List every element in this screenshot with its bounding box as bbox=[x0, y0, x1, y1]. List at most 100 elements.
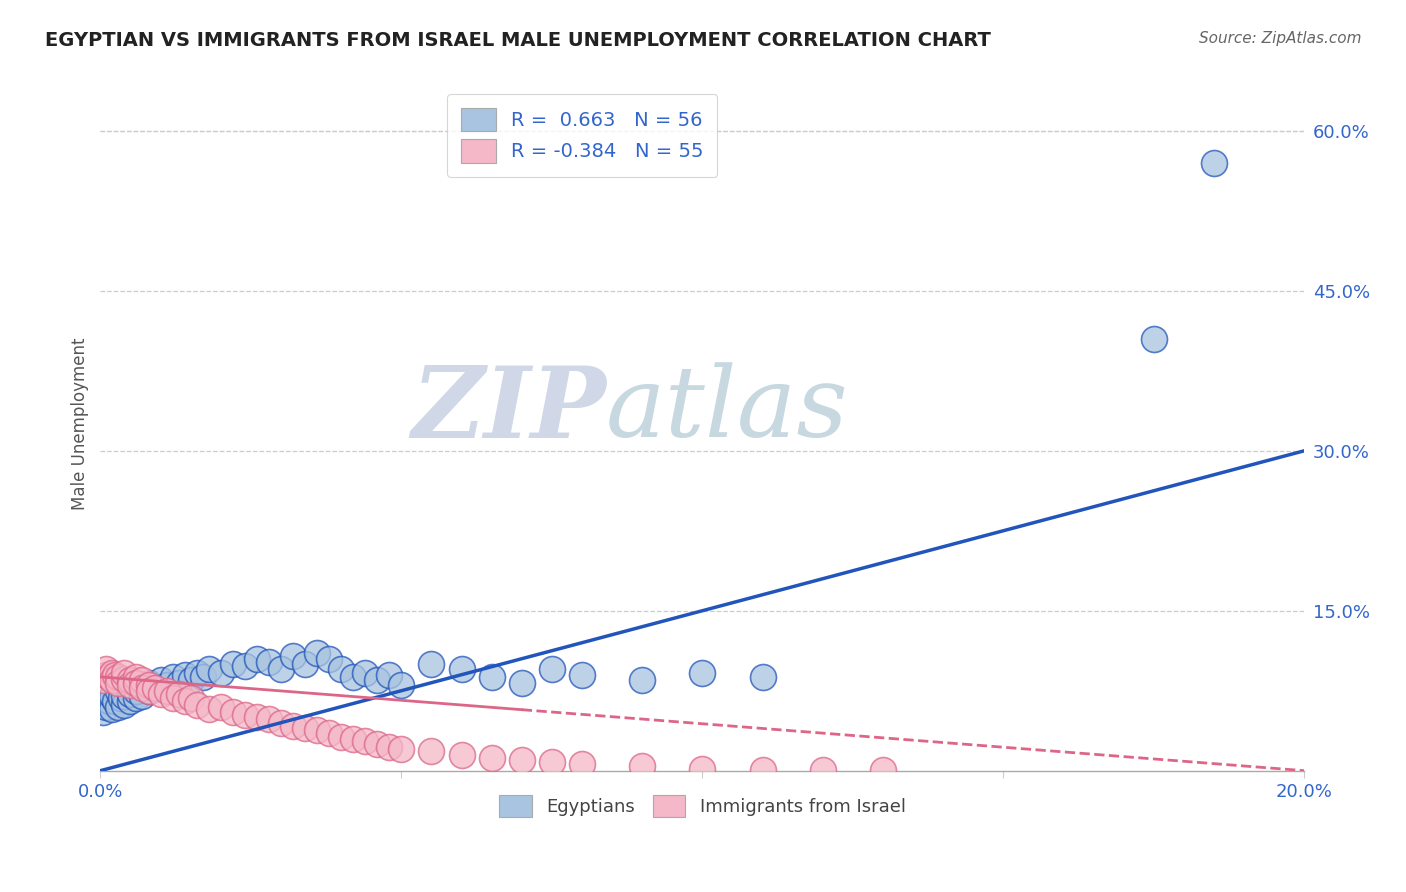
Point bbox=[197, 702, 219, 716]
Point bbox=[186, 698, 208, 712]
Text: EGYPTIAN VS IMMIGRANTS FROM ISRAEL MALE UNEMPLOYMENT CORRELATION CHART: EGYPTIAN VS IMMIGRANTS FROM ISRAEL MALE … bbox=[45, 31, 991, 50]
Point bbox=[125, 683, 148, 698]
Point bbox=[1204, 155, 1226, 169]
Point bbox=[450, 747, 472, 762]
Point bbox=[354, 665, 377, 680]
Point bbox=[222, 657, 245, 671]
Point bbox=[120, 673, 142, 687]
Point bbox=[510, 753, 533, 767]
Point bbox=[101, 665, 124, 680]
Point bbox=[751, 670, 773, 684]
Point bbox=[209, 665, 232, 680]
Point bbox=[120, 678, 142, 692]
Point bbox=[138, 683, 160, 698]
Point bbox=[541, 755, 564, 769]
Point bbox=[173, 694, 195, 708]
Point bbox=[378, 740, 401, 755]
Point bbox=[246, 651, 269, 665]
Point bbox=[167, 676, 190, 690]
Point bbox=[197, 662, 219, 676]
Point bbox=[307, 646, 329, 660]
Point bbox=[149, 687, 172, 701]
Point bbox=[510, 676, 533, 690]
Point bbox=[186, 665, 208, 680]
Point bbox=[191, 670, 214, 684]
Point bbox=[167, 687, 190, 701]
Point bbox=[138, 683, 160, 698]
Point bbox=[631, 759, 654, 773]
Point bbox=[110, 691, 132, 706]
Point bbox=[420, 657, 443, 671]
Point bbox=[107, 670, 129, 684]
Point bbox=[342, 731, 364, 746]
Point bbox=[107, 699, 129, 714]
Point bbox=[366, 737, 388, 751]
Point bbox=[125, 691, 148, 706]
Point bbox=[93, 705, 115, 719]
Point bbox=[114, 672, 136, 686]
Point bbox=[125, 670, 148, 684]
Point bbox=[114, 698, 136, 712]
Point bbox=[270, 662, 292, 676]
Point bbox=[114, 665, 136, 680]
Point bbox=[101, 689, 124, 703]
Point bbox=[209, 699, 232, 714]
Point bbox=[318, 651, 340, 665]
Point bbox=[692, 665, 714, 680]
Point bbox=[107, 683, 129, 698]
Point bbox=[173, 667, 195, 681]
Point bbox=[811, 763, 834, 777]
Point bbox=[246, 710, 269, 724]
Point bbox=[294, 721, 316, 735]
Point bbox=[281, 648, 304, 663]
Point bbox=[114, 689, 136, 703]
Point bbox=[120, 694, 142, 708]
Point bbox=[751, 763, 773, 777]
Point bbox=[125, 676, 148, 690]
Text: Source: ZipAtlas.com: Source: ZipAtlas.com bbox=[1198, 31, 1361, 46]
Point bbox=[138, 678, 160, 692]
Point bbox=[155, 683, 177, 698]
Point bbox=[1143, 332, 1166, 346]
Point bbox=[143, 681, 166, 695]
Point bbox=[93, 673, 115, 687]
Point bbox=[101, 702, 124, 716]
Point bbox=[180, 673, 202, 687]
Point bbox=[149, 673, 172, 687]
Point bbox=[104, 694, 127, 708]
Y-axis label: Male Unemployment: Male Unemployment bbox=[72, 338, 89, 510]
Point bbox=[354, 734, 377, 748]
Point bbox=[389, 678, 412, 692]
Point bbox=[101, 673, 124, 687]
Point bbox=[96, 699, 118, 714]
Point bbox=[378, 667, 401, 681]
Point bbox=[98, 670, 121, 684]
Point bbox=[257, 655, 280, 669]
Point bbox=[450, 662, 472, 676]
Point bbox=[96, 662, 118, 676]
Point bbox=[233, 708, 256, 723]
Point bbox=[366, 673, 388, 687]
Point bbox=[162, 670, 184, 684]
Point bbox=[541, 662, 564, 676]
Point bbox=[318, 726, 340, 740]
Point bbox=[481, 670, 503, 684]
Point bbox=[571, 757, 593, 772]
Point bbox=[270, 715, 292, 730]
Point bbox=[138, 676, 160, 690]
Point bbox=[180, 691, 202, 706]
Text: atlas: atlas bbox=[606, 362, 849, 458]
Point bbox=[481, 751, 503, 765]
Point bbox=[631, 673, 654, 687]
Text: ZIP: ZIP bbox=[411, 362, 606, 458]
Point bbox=[107, 676, 129, 690]
Point bbox=[131, 678, 153, 692]
Point bbox=[571, 667, 593, 681]
Point bbox=[330, 662, 353, 676]
Point bbox=[96, 667, 118, 681]
Point bbox=[281, 719, 304, 733]
Point bbox=[162, 691, 184, 706]
Point bbox=[342, 670, 364, 684]
Legend: Egyptians, Immigrants from Israel: Egyptians, Immigrants from Israel bbox=[492, 788, 912, 824]
Point bbox=[222, 705, 245, 719]
